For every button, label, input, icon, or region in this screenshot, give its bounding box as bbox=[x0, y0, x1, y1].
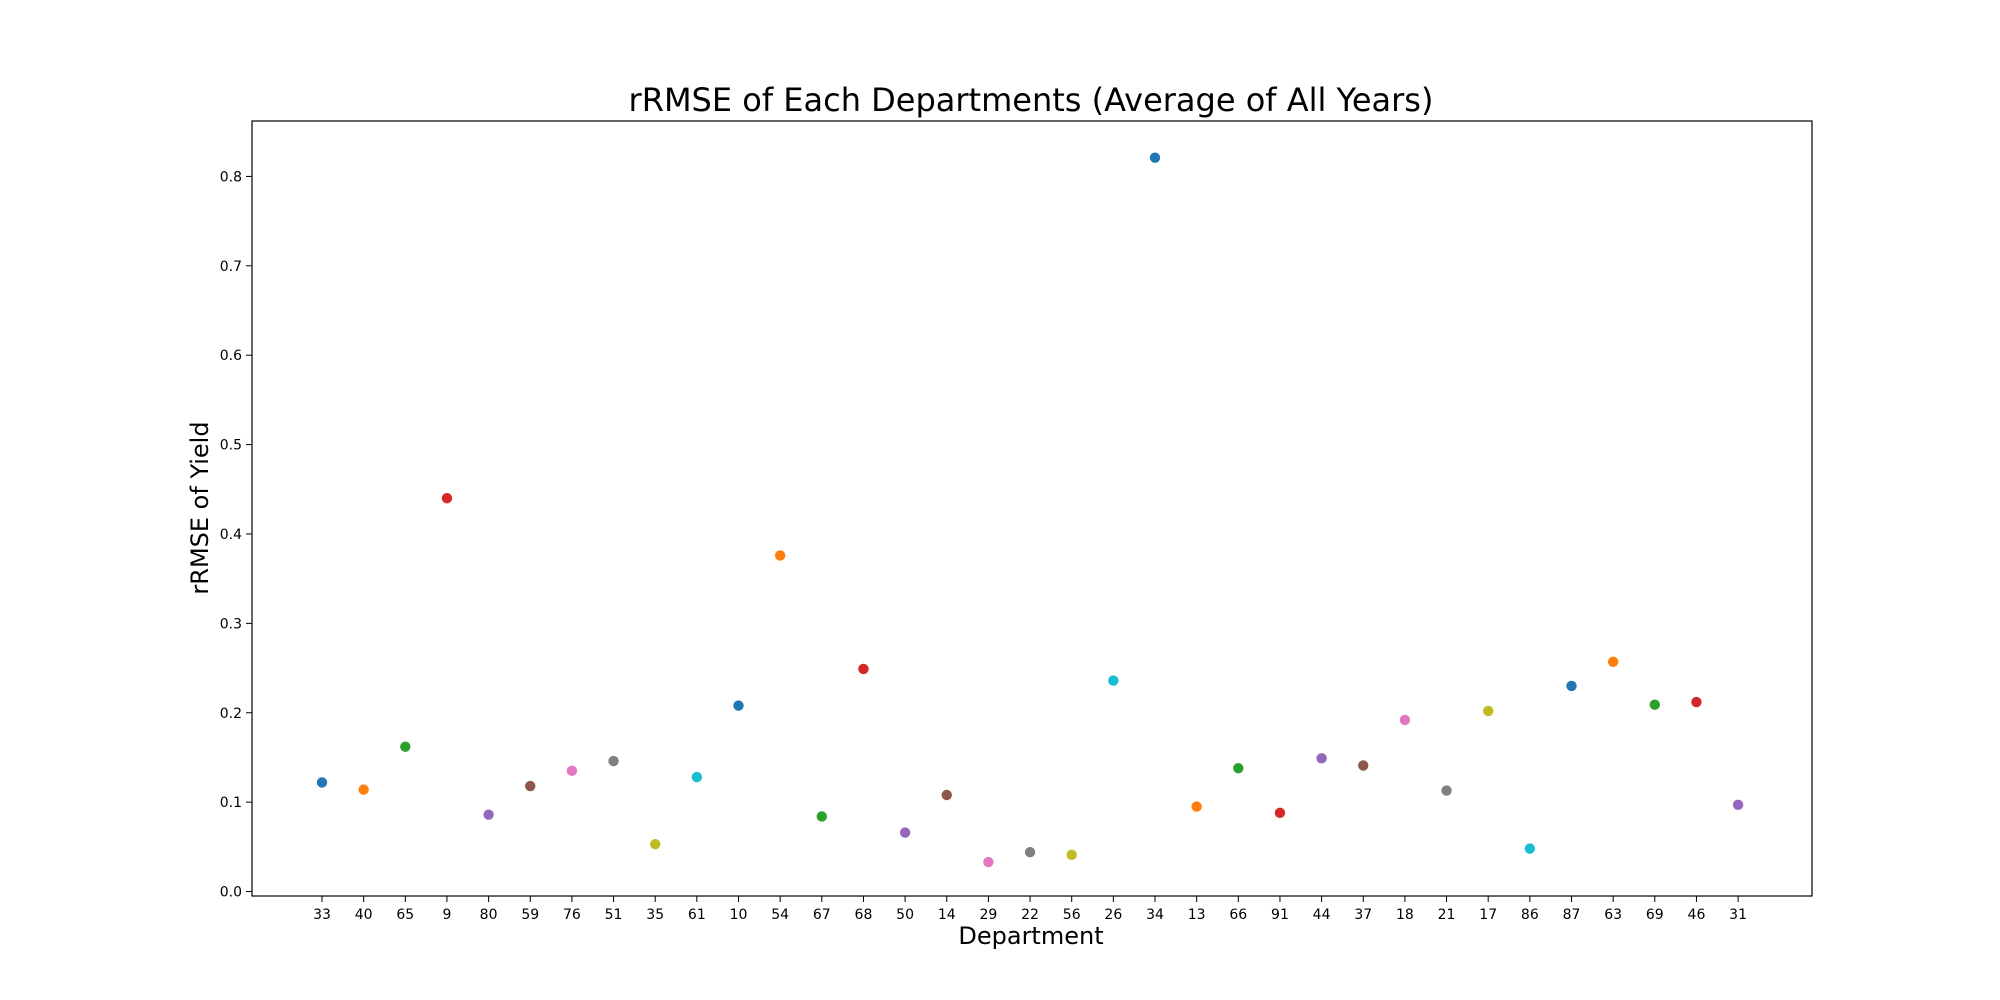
y-tick-label: 0.0 bbox=[220, 885, 242, 901]
x-tick-label: 63 bbox=[1604, 907, 1622, 923]
x-tick-label: 59 bbox=[521, 907, 539, 923]
x-tick-label: 54 bbox=[771, 907, 789, 923]
x-tick-label: 50 bbox=[896, 907, 914, 923]
x-tick-label: 69 bbox=[1646, 907, 1664, 923]
x-axis-label: Department bbox=[958, 922, 1103, 950]
data-point-26 bbox=[1108, 675, 1119, 686]
y-axis-label: rRMSE of Yield bbox=[186, 421, 214, 594]
x-tick-label: 17 bbox=[1479, 907, 1497, 923]
data-point-91 bbox=[1274, 807, 1286, 819]
data-point-33 bbox=[316, 777, 328, 788]
data-point-18 bbox=[1399, 714, 1411, 726]
x-tick-label: 44 bbox=[1313, 907, 1331, 923]
x-tick-label: 9 bbox=[442, 907, 451, 923]
x-tick-label: 26 bbox=[1104, 907, 1122, 923]
data-point-29 bbox=[983, 856, 994, 868]
data-point-65 bbox=[400, 741, 411, 752]
y-tick-label: 0.6 bbox=[220, 348, 242, 364]
plot-area bbox=[316, 152, 1744, 868]
x-tick-label: 21 bbox=[1438, 907, 1456, 923]
y-tick-label: 0.2 bbox=[220, 706, 242, 722]
x-tick-label: 46 bbox=[1688, 907, 1706, 923]
x-tick-label: 51 bbox=[605, 907, 623, 923]
data-point-31 bbox=[1732, 799, 1744, 811]
x-tick-label: 56 bbox=[1063, 907, 1081, 923]
x-tick-label: 18 bbox=[1396, 907, 1414, 923]
data-point-66 bbox=[1233, 762, 1244, 774]
y-tick-label: 0.1 bbox=[220, 795, 242, 811]
x-tick-label: 10 bbox=[730, 907, 748, 923]
y-tick-label: 0.4 bbox=[220, 527, 242, 543]
x-tick-label: 14 bbox=[938, 907, 956, 923]
y-tick-label: 0.5 bbox=[220, 438, 242, 454]
x-tick-label: 34 bbox=[1146, 907, 1164, 923]
x-axis: 33 40 65 9 80 59 76 51 35 61 10 54 67 68 50 14 29 22 56 26 3… bbox=[313, 896, 1747, 923]
x-tick-label: 31 bbox=[1729, 907, 1747, 923]
data-point-54 bbox=[774, 550, 786, 561]
data-point-51 bbox=[608, 755, 619, 767]
x-tick-label: 86 bbox=[1521, 907, 1539, 923]
data-point-76 bbox=[566, 765, 578, 777]
data-point-9 bbox=[441, 493, 453, 504]
data-point-35 bbox=[650, 838, 661, 850]
data-point-10 bbox=[733, 700, 744, 711]
y-tick-label: 0.3 bbox=[220, 616, 242, 632]
data-point-37 bbox=[1358, 760, 1369, 771]
data-point-69 bbox=[1649, 699, 1661, 710]
x-tick-label: 40 bbox=[355, 907, 373, 923]
data-point-14 bbox=[941, 789, 952, 801]
data-point-56 bbox=[1066, 849, 1077, 861]
data-point-61 bbox=[691, 771, 703, 783]
x-tick-label: 91 bbox=[1271, 907, 1289, 923]
data-point-67 bbox=[816, 811, 827, 822]
data-point-34 bbox=[1149, 152, 1161, 163]
data-point-59 bbox=[525, 780, 536, 792]
x-tick-label: 61 bbox=[688, 907, 706, 923]
x-tick-label: 80 bbox=[480, 907, 498, 923]
data-point-17 bbox=[1483, 705, 1494, 717]
plot-frame bbox=[251, 120, 1813, 897]
data-point-87 bbox=[1566, 680, 1577, 692]
x-tick-label: 87 bbox=[1563, 907, 1581, 923]
data-point-86 bbox=[1524, 843, 1536, 854]
data-point-50 bbox=[899, 827, 911, 838]
data-point-21 bbox=[1441, 785, 1452, 796]
data-point-22 bbox=[1024, 846, 1036, 858]
y-tick-label: 0.7 bbox=[220, 259, 242, 275]
data-point-80 bbox=[483, 809, 494, 820]
x-tick-label: 65 bbox=[396, 907, 414, 923]
chart-title: rRMSE of Each Departments (Average of Al… bbox=[629, 81, 1434, 119]
x-tick-label: 76 bbox=[563, 907, 581, 923]
y-tick-label: 0.8 bbox=[220, 169, 242, 185]
x-tick-label: 37 bbox=[1354, 907, 1372, 923]
x-tick-label: 33 bbox=[313, 907, 331, 923]
data-point-63 bbox=[1607, 656, 1619, 668]
data-point-68 bbox=[858, 663, 869, 675]
data-point-40 bbox=[358, 784, 369, 795]
y-axis: 0.0 0.1 0.2 0.3 0.4 0.5 0.6 0.7 0.8 bbox=[220, 169, 252, 901]
x-tick-label: 22 bbox=[1021, 907, 1039, 923]
x-tick-label: 66 bbox=[1229, 907, 1247, 923]
x-tick-label: 13 bbox=[1188, 907, 1206, 923]
x-tick-label: 68 bbox=[855, 907, 873, 923]
data-point-44 bbox=[1316, 753, 1327, 764]
data-point-46 bbox=[1691, 696, 1702, 708]
x-tick-label: 29 bbox=[979, 907, 997, 923]
data-point-13 bbox=[1191, 801, 1202, 812]
x-tick-label: 67 bbox=[813, 907, 831, 923]
x-tick-label: 35 bbox=[646, 907, 664, 923]
